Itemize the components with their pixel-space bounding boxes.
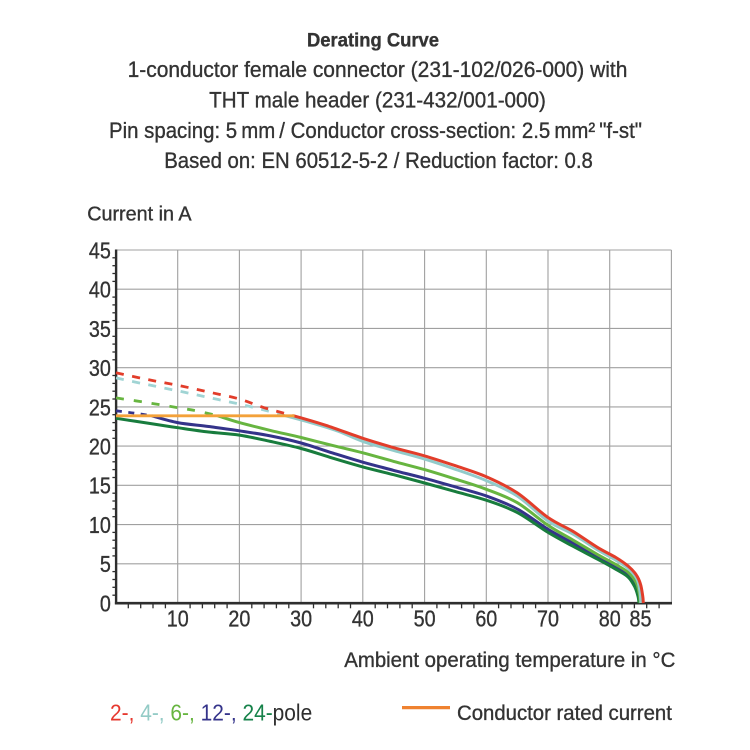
svg-text:30: 30 [89, 354, 111, 381]
svg-text:2-, 4-, 6-, 12-, 24-pole: 2-, 4-, 6-, 12-, 24-pole [110, 699, 312, 725]
svg-text:80: 80 [599, 605, 621, 632]
svg-text:20: 20 [228, 605, 250, 632]
svg-text:40: 40 [352, 605, 374, 632]
svg-text:0: 0 [100, 590, 111, 617]
svg-text:Based on: EN 60512-5-2 / Reduc: Based on: EN 60512-5-2 / Reduction facto… [164, 148, 593, 173]
svg-text:25: 25 [89, 394, 111, 421]
svg-text:Current in A: Current in A [87, 203, 192, 225]
svg-text:70: 70 [537, 605, 559, 632]
svg-text:50: 50 [414, 605, 436, 632]
svg-text:60: 60 [475, 605, 497, 632]
svg-text:45: 45 [89, 237, 111, 264]
svg-text:1-conductor female connector (: 1-conductor female connector (231-102/02… [128, 56, 628, 82]
svg-text:Ambient operating temperature: Ambient operating temperature in °C [344, 648, 675, 672]
svg-text:THT male header (231-432/001-0: THT male header (231-432/001-000) [209, 87, 546, 113]
svg-text:15: 15 [89, 472, 111, 499]
svg-text:30: 30 [290, 605, 312, 632]
svg-text:10: 10 [167, 605, 189, 632]
svg-text:85: 85 [630, 605, 652, 632]
svg-text:Conductor rated current: Conductor rated current [457, 702, 672, 726]
svg-text:10: 10 [89, 511, 111, 538]
svg-text:40: 40 [89, 276, 111, 303]
svg-text:20: 20 [89, 433, 111, 460]
svg-text:35: 35 [89, 315, 111, 342]
svg-text:5: 5 [100, 551, 111, 578]
svg-text:Derating Curve: Derating Curve [307, 29, 439, 50]
svg-text:Pin spacing: 5 mm / Conductor: Pin spacing: 5 mm / Conductor cross-sect… [109, 118, 642, 143]
